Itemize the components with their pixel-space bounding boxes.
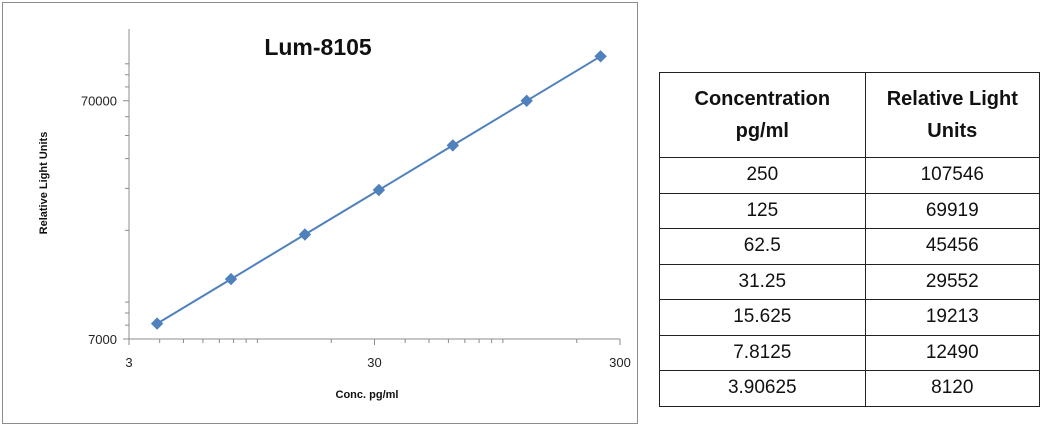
cell-concentration: 3.90625 xyxy=(659,370,866,407)
header-rlu-line2: Units xyxy=(927,120,978,142)
data-point xyxy=(594,50,607,63)
header-concentration: Concentration pg/ml xyxy=(659,72,866,158)
data-point xyxy=(224,272,238,286)
plot-area: 3 30 300 7000 70000 xyxy=(81,29,631,370)
cell-concentration: 15.625 xyxy=(659,299,866,336)
x-tick-label: 300 xyxy=(609,355,631,370)
x-tick-label: 3 xyxy=(125,355,132,370)
table-row: 15.625 19213 xyxy=(659,299,1041,336)
data-point xyxy=(372,183,386,197)
data-point xyxy=(150,317,164,330)
cell-concentration: 31.25 xyxy=(659,263,866,300)
y-tick-label: 7000 xyxy=(88,332,117,347)
header-rlu-line1: Relative Light xyxy=(886,88,1018,110)
header-concentration-line1: Concentration xyxy=(694,88,831,110)
standard-curve-chart: Lum-8105 Conc. pg/ml Relative Light Unit… xyxy=(38,29,631,401)
x-tick-label: 30 xyxy=(367,355,381,370)
cell-rlu: 8120 xyxy=(864,370,1041,407)
chart-title: Lum-8105 xyxy=(264,34,372,60)
table-body: 250 107546 125 69919 62.5 45456 31.25 29552 15.6… xyxy=(659,157,1041,407)
table-row: 7.8125 12490 xyxy=(659,334,1041,371)
x-axis-label: Conc. pg/ml xyxy=(336,389,399,401)
data-table: Concentration pg/ml Relative Light Units… xyxy=(659,72,1041,407)
table-row: 3.90625 8120 xyxy=(659,370,1041,407)
y-tick-label: 70000 xyxy=(81,94,117,109)
header-rlu: Relative Light Units xyxy=(864,72,1041,158)
table-row: 250 107546 xyxy=(659,157,1041,194)
cell-concentration: 62.5 xyxy=(659,228,866,265)
table-row: 62.5 45456 xyxy=(659,228,1041,265)
data-point xyxy=(520,94,533,108)
y-axis-label: Relative Light Units xyxy=(38,132,50,235)
header-concentration-line2: pg/ml xyxy=(735,120,789,142)
chart-panel: Lum-8105 Conc. pg/ml Relative Light Unit… xyxy=(2,2,638,424)
table-header-row: Concentration pg/ml Relative Light Units xyxy=(659,72,1041,158)
cell-rlu: 29552 xyxy=(864,263,1041,300)
cell-rlu: 45456 xyxy=(864,228,1041,265)
data-point xyxy=(446,139,460,152)
cell-rlu: 69919 xyxy=(864,192,1041,229)
cell-concentration: 250 xyxy=(659,157,866,194)
cell-rlu: 107546 xyxy=(864,157,1041,194)
table-row: 125 69919 xyxy=(659,192,1041,229)
cell-concentration: 125 xyxy=(659,192,866,229)
data-point xyxy=(298,228,312,241)
cell-rlu: 12490 xyxy=(864,334,1041,371)
table-row: 31.25 29552 xyxy=(659,263,1041,300)
cell-rlu: 19213 xyxy=(864,299,1041,336)
cell-concentration: 7.8125 xyxy=(659,334,866,371)
